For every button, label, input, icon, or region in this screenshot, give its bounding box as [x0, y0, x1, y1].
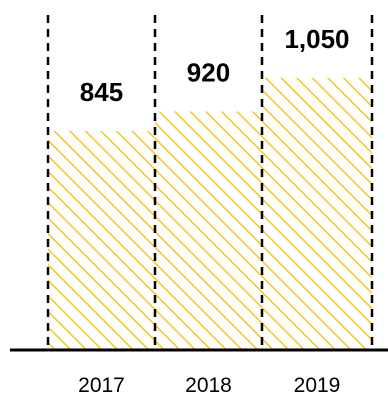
x-tick-labels: 2017 2018 2019: [78, 374, 340, 397]
bar-2017: [48, 130, 155, 350]
x-tick-label-2017: 2017: [78, 374, 125, 397]
value-label-2019: 1,050: [284, 24, 349, 54]
value-label-2017: 845: [80, 77, 123, 107]
bars-layer: [48, 77, 372, 351]
value-label-2018: 920: [187, 57, 230, 87]
bar-2018: [155, 111, 262, 351]
labels-layer: 845 920 1,050: [80, 24, 350, 107]
bar-2019: [262, 77, 372, 351]
x-tick-label-2019: 2019: [294, 374, 341, 397]
x-tick-label-2018: 2018: [185, 374, 232, 397]
